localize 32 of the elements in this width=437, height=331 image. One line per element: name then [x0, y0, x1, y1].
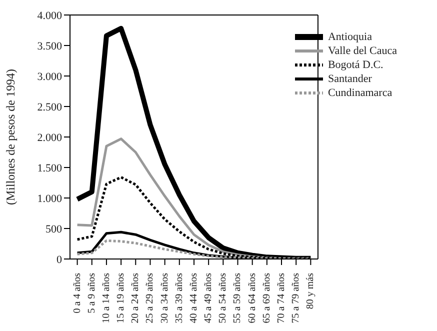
x-tick-label: 20 a 24 años — [130, 272, 142, 324]
x-tick-label: 45 a 49 años — [203, 272, 214, 324]
x-tick-label: 10 a 14 años — [100, 272, 112, 324]
x-tick-label: 30 a 34 años — [159, 272, 170, 324]
y-tick-label: 1.000 — [37, 192, 62, 205]
x-tick-label: 50 a 54 años — [218, 272, 229, 324]
legend-label: Antioquia — [328, 30, 372, 44]
legend-label: Bogotá D.C. — [328, 58, 384, 72]
x-tick-label: 15 a 19 años — [116, 272, 127, 324]
y-tick-label: 3.500 — [37, 40, 62, 52]
y-tick-label: 0 — [56, 254, 62, 266]
x-tick-label: 55 a 59 años — [232, 272, 244, 324]
x-tick-label: 60 a 64 años — [246, 272, 258, 324]
x-tick-label: 80 y más — [305, 272, 316, 310]
legend-label: Valle del Cauca — [328, 44, 397, 58]
legend-label: Cundinamarca — [328, 86, 392, 100]
x-tick-label: 0 a 4 años — [72, 272, 83, 314]
x-tick-label: 5 a 9 años — [86, 272, 98, 314]
legend-label: Santander — [328, 72, 372, 86]
x-tick-label: 65 a 69 años — [261, 272, 272, 324]
x-tick-label: 25 a 29 años — [144, 272, 156, 324]
y-tick-label: 500 — [46, 223, 62, 236]
y-axis-title: (Millones de pesos de 1994) — [3, 69, 18, 205]
y-tick-label: 1.500 — [37, 162, 62, 174]
y-tick-label: 2.000 — [37, 132, 62, 144]
y-tick-label: 2.500 — [37, 101, 62, 114]
x-tick-label: 75 a 79 años — [290, 272, 302, 324]
x-tick-label: 70 a 74 años — [276, 272, 288, 324]
x-tick-label: 35 a 39 años — [174, 272, 185, 324]
y-tick-label: 4.000 — [37, 10, 62, 22]
y-tick-label: 3.000 — [37, 70, 62, 83]
x-tick-label: 40 a 44 años — [188, 272, 200, 324]
